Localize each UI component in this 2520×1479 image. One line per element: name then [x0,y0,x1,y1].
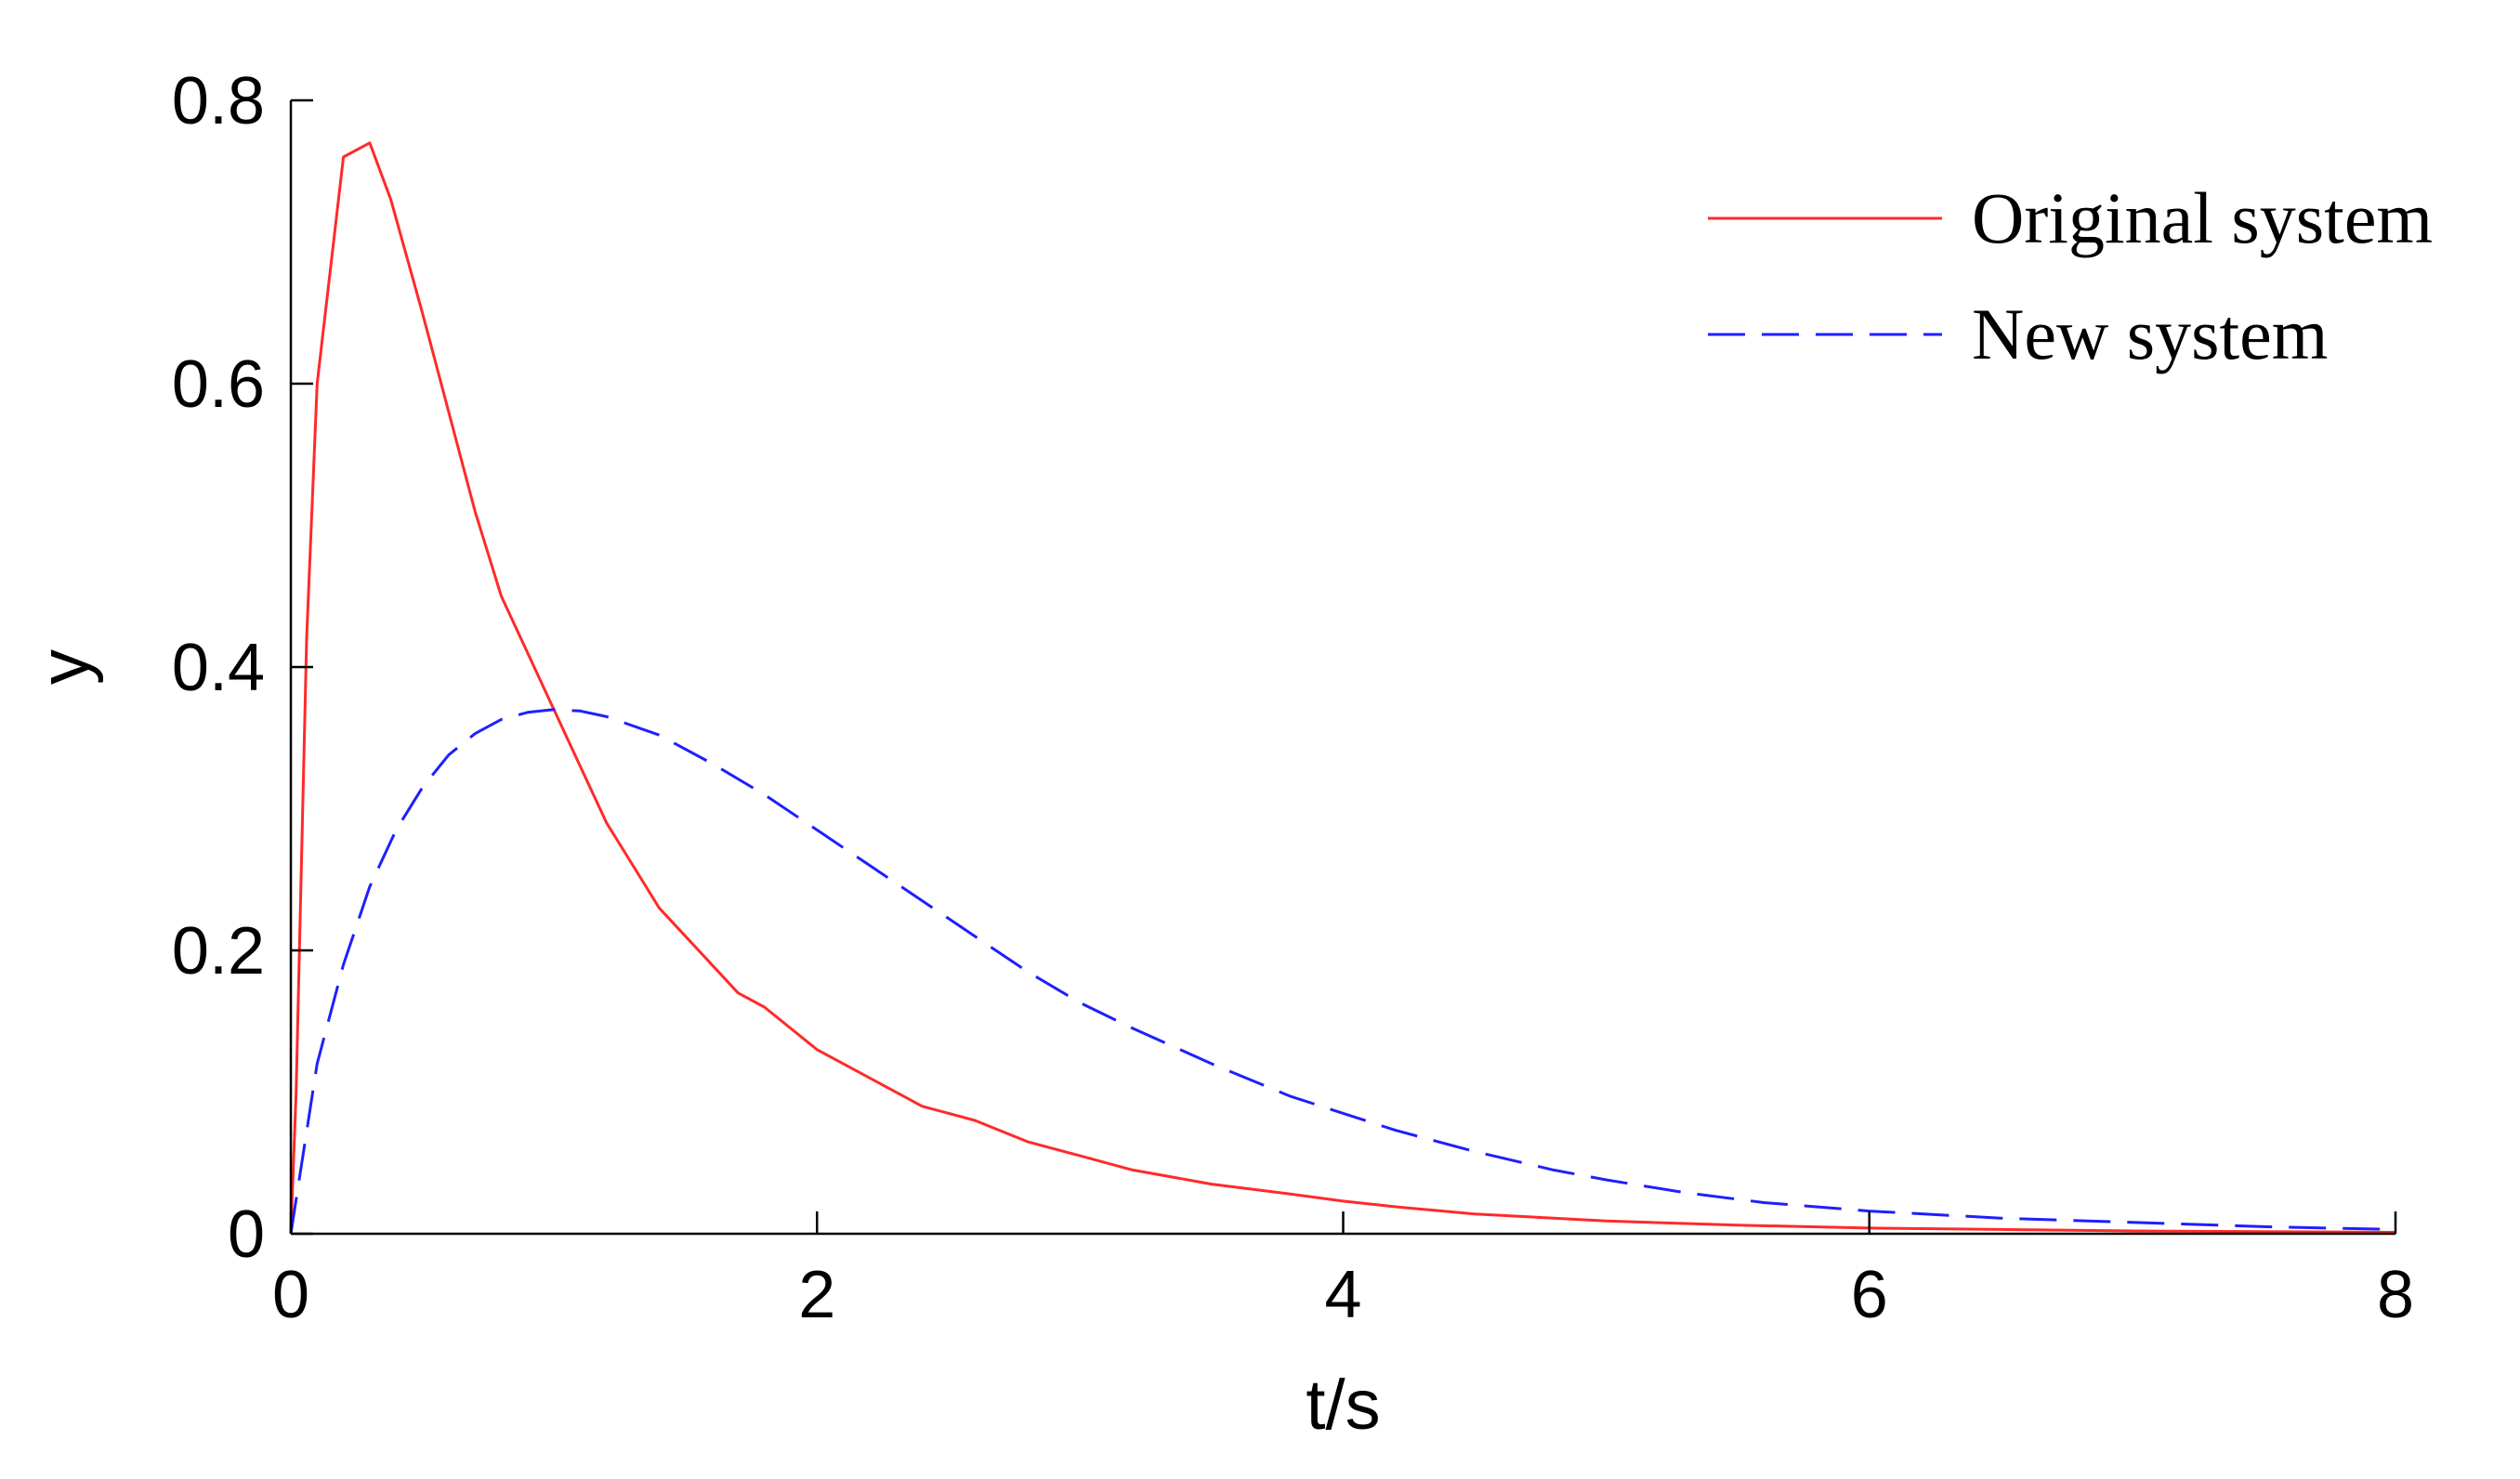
axes [289,100,2395,1236]
series-layer [289,141,2396,1235]
x-axis-label: t/s [1306,1366,1380,1445]
y-tick-label: 0.6 [172,347,265,422]
x-tick-label: 2 [798,1258,835,1332]
legend-label-new-system: New system [1972,294,2328,374]
series-line-new-system [289,708,2396,1235]
y-ticks: 0 0.2 0.4 0.6 0.8 [172,64,313,1272]
y-tick-label: 0 [228,1198,265,1272]
y-tick-label: 0.4 [172,631,265,705]
y-tick-label: 0.2 [172,914,265,988]
series-line-original-system [289,141,2396,1235]
legend: Original system New system [1708,177,2433,374]
x-tick-label: 0 [272,1258,309,1332]
legend-label-original-system: Original system [1972,177,2433,258]
y-tick-label: 0.8 [172,64,265,138]
x-tick-label: 8 [2377,1258,2414,1332]
x-tick-label: 6 [1851,1258,1888,1332]
y-axis-label: y [25,649,104,685]
x-tick-label: 4 [1324,1258,1361,1332]
x-ticks: 0 2 4 6 8 [272,1211,2414,1332]
